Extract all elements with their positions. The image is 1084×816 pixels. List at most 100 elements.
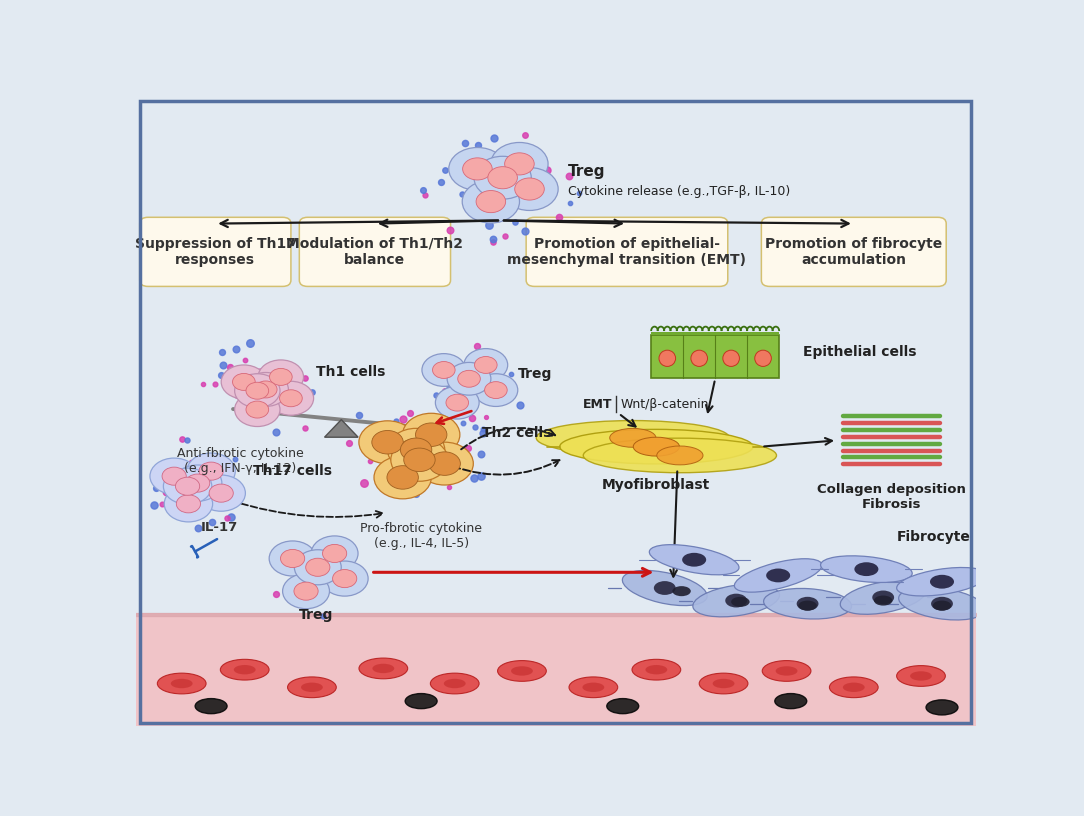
Ellipse shape bbox=[443, 679, 466, 688]
Text: Promotion of epithelial-
mesenchymal transition (EMT): Promotion of epithelial- mesenchymal tra… bbox=[507, 237, 747, 267]
Ellipse shape bbox=[699, 673, 748, 694]
Circle shape bbox=[246, 401, 269, 418]
Circle shape bbox=[311, 536, 358, 571]
Circle shape bbox=[422, 353, 466, 386]
Ellipse shape bbox=[645, 665, 668, 674]
Circle shape bbox=[280, 390, 302, 406]
Circle shape bbox=[474, 374, 518, 406]
Ellipse shape bbox=[582, 682, 604, 692]
Ellipse shape bbox=[569, 677, 618, 698]
Ellipse shape bbox=[649, 544, 739, 574]
FancyBboxPatch shape bbox=[761, 217, 946, 286]
Circle shape bbox=[258, 360, 304, 394]
Ellipse shape bbox=[930, 574, 954, 588]
Ellipse shape bbox=[896, 666, 945, 686]
Ellipse shape bbox=[776, 666, 798, 676]
Circle shape bbox=[415, 423, 447, 446]
Ellipse shape bbox=[734, 559, 822, 592]
Circle shape bbox=[164, 468, 211, 504]
Circle shape bbox=[268, 381, 313, 415]
Circle shape bbox=[246, 382, 269, 399]
Ellipse shape bbox=[712, 679, 735, 688]
Ellipse shape bbox=[691, 350, 708, 366]
Circle shape bbox=[387, 466, 418, 489]
Ellipse shape bbox=[754, 350, 772, 366]
Circle shape bbox=[501, 167, 558, 211]
Circle shape bbox=[447, 362, 491, 395]
Circle shape bbox=[475, 357, 498, 374]
Ellipse shape bbox=[195, 698, 227, 714]
Ellipse shape bbox=[511, 666, 533, 676]
Circle shape bbox=[485, 382, 507, 398]
Ellipse shape bbox=[926, 700, 958, 715]
Ellipse shape bbox=[405, 694, 437, 708]
Bar bbox=[651, 332, 779, 335]
FancyBboxPatch shape bbox=[526, 217, 727, 286]
Ellipse shape bbox=[693, 584, 779, 617]
Ellipse shape bbox=[911, 672, 932, 681]
Circle shape bbox=[234, 374, 280, 408]
Ellipse shape bbox=[797, 596, 818, 610]
Text: Epithelial cells: Epithelial cells bbox=[803, 345, 917, 359]
Circle shape bbox=[294, 582, 318, 601]
Ellipse shape bbox=[171, 679, 193, 688]
Circle shape bbox=[463, 157, 492, 180]
Circle shape bbox=[269, 541, 317, 576]
Circle shape bbox=[359, 421, 416, 463]
Ellipse shape bbox=[373, 663, 395, 673]
Circle shape bbox=[429, 452, 461, 476]
Text: Treg: Treg bbox=[299, 609, 333, 623]
Ellipse shape bbox=[931, 596, 953, 610]
Text: Myofibroblast: Myofibroblast bbox=[603, 478, 710, 492]
Circle shape bbox=[185, 474, 210, 492]
Circle shape bbox=[306, 558, 330, 576]
Ellipse shape bbox=[843, 682, 865, 692]
Circle shape bbox=[433, 361, 455, 379]
Circle shape bbox=[372, 431, 403, 454]
Circle shape bbox=[162, 467, 186, 486]
Circle shape bbox=[476, 190, 505, 213]
Text: EMT: EMT bbox=[583, 398, 612, 411]
Ellipse shape bbox=[301, 682, 323, 692]
Ellipse shape bbox=[672, 586, 691, 596]
Ellipse shape bbox=[559, 429, 753, 464]
Circle shape bbox=[491, 143, 549, 185]
Circle shape bbox=[221, 365, 267, 399]
Circle shape bbox=[436, 386, 479, 419]
Circle shape bbox=[199, 462, 223, 480]
Ellipse shape bbox=[932, 601, 952, 610]
Circle shape bbox=[323, 544, 347, 562]
Ellipse shape bbox=[583, 438, 776, 472]
Ellipse shape bbox=[359, 658, 408, 679]
Circle shape bbox=[234, 392, 280, 427]
Circle shape bbox=[403, 448, 435, 472]
Ellipse shape bbox=[731, 596, 750, 607]
Text: Pro-fbrotic cytokine
(e.g., IL-4, IL-5): Pro-fbrotic cytokine (e.g., IL-4, IL-5) bbox=[360, 522, 482, 550]
Ellipse shape bbox=[874, 596, 892, 605]
Circle shape bbox=[233, 374, 255, 390]
Ellipse shape bbox=[798, 601, 817, 610]
Circle shape bbox=[488, 166, 517, 188]
Ellipse shape bbox=[829, 677, 878, 698]
Circle shape bbox=[387, 428, 444, 471]
Circle shape bbox=[177, 494, 201, 513]
Circle shape bbox=[270, 368, 293, 385]
Circle shape bbox=[402, 413, 460, 456]
Ellipse shape bbox=[657, 446, 704, 465]
Ellipse shape bbox=[725, 594, 747, 607]
Circle shape bbox=[209, 484, 233, 502]
Text: Fibrocyte: Fibrocyte bbox=[896, 530, 970, 544]
Circle shape bbox=[400, 438, 431, 462]
Circle shape bbox=[165, 486, 212, 522]
Ellipse shape bbox=[775, 694, 806, 708]
Circle shape bbox=[515, 178, 544, 200]
Ellipse shape bbox=[609, 428, 656, 447]
Circle shape bbox=[446, 394, 468, 411]
Ellipse shape bbox=[682, 552, 706, 566]
Ellipse shape bbox=[762, 661, 811, 681]
Circle shape bbox=[295, 550, 341, 585]
Text: Th17 cells: Th17 cells bbox=[254, 464, 332, 478]
Circle shape bbox=[374, 456, 431, 499]
Text: Promotion of fibrocyte
accumulation: Promotion of fibrocyte accumulation bbox=[765, 237, 942, 267]
Circle shape bbox=[197, 475, 245, 512]
